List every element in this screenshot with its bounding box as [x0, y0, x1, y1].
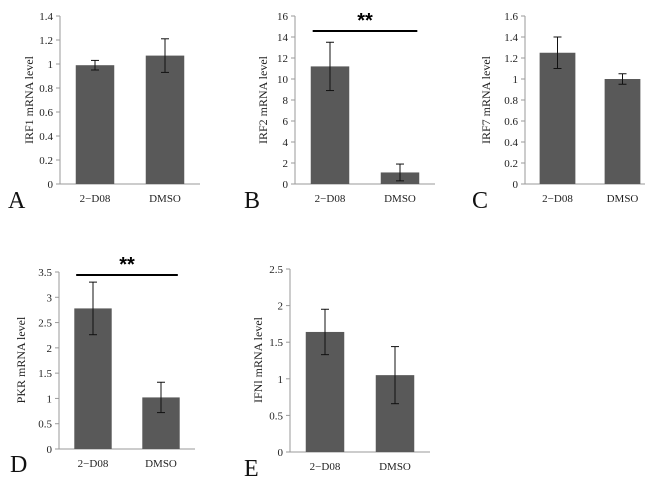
panel-e-ylabel: IFNl mRNA level: [251, 316, 265, 403]
panel-b-significance-marker: **: [357, 10, 373, 32]
panel-d-ytick-label: 1.5: [38, 368, 52, 380]
panel-b-ytick-label: 0: [283, 179, 289, 191]
panel-b-ytick-label: 6: [283, 116, 289, 128]
panel-d-ytick-label: 0: [47, 444, 53, 456]
panel-b-ytick-label: 14: [277, 32, 289, 44]
panel-c-ytick-label: 0: [513, 179, 519, 191]
panel-a-ytick-label: 0.6: [39, 107, 53, 119]
panel-e-ytick-label: 0.5: [269, 410, 283, 422]
panel-d-ytick-label: 3: [47, 292, 53, 304]
panel-c-ytick-label: 1.6: [504, 11, 518, 23]
panel-d-ytick-label: 1: [47, 393, 53, 405]
panel-b-ytick-label: 12: [277, 53, 288, 65]
panel-c-ytick-label: 1.4: [504, 32, 518, 44]
panel-a-ytick-label: 1.4: [39, 11, 53, 23]
panel-c-bar-1: [604, 79, 641, 184]
panel-a-ylabel: IRF1 mRNA level: [22, 55, 36, 144]
panel-a-letter: A: [8, 188, 26, 214]
panel-c-category-label-1: DMSO: [607, 193, 639, 205]
panel-c-ytick-label: 0.6: [504, 116, 518, 128]
panel-a-category-label-1: DMSO: [149, 193, 181, 205]
panel-d-ylabel: PKR mRNA level: [14, 316, 28, 403]
panel-b-ylabel: IRF2 mRNA level: [256, 55, 270, 144]
panel-a-ytick-label: 0.8: [39, 83, 53, 95]
panel-a-ytick-label: 0.4: [39, 131, 53, 143]
panel-d-significance-marker: **: [119, 254, 135, 276]
panel-c-category-label-0: 2−D08: [542, 193, 573, 205]
panel-c-bar-0: [539, 52, 576, 184]
panel-d-ytick-label: 3.5: [38, 267, 52, 279]
panel-a-ytick-label: 1: [48, 59, 54, 71]
panel-c-ytick-label: 0.8: [504, 95, 518, 107]
panel-e-category-label-0: 2−D08: [310, 461, 341, 473]
panel-b-ytick-label: 10: [277, 74, 289, 86]
panel-b-category-label-0: 2−D08: [315, 193, 346, 205]
panel-a-category-label-0: 2−D08: [80, 193, 111, 205]
panel-c-ytick-label: 0.2: [504, 158, 518, 170]
panel-b-category-label-1: DMSO: [384, 193, 416, 205]
panel-b-ytick-label: 2: [283, 158, 289, 170]
panel-e-letter: E: [244, 456, 259, 482]
panel-d-ytick-label: 2.5: [38, 318, 52, 330]
panel-e-ytick-label: 0: [278, 447, 284, 459]
panel-d-category-label-0: 2−D08: [78, 458, 109, 470]
panel-e-ytick-label: 1: [278, 374, 284, 386]
panel-d-ytick-label: 0.5: [38, 419, 52, 431]
panel-b-letter: B: [244, 188, 260, 214]
panel-c-ytick-label: 0.4: [504, 137, 518, 149]
panel-c-letter: C: [472, 188, 488, 214]
panel-c-ytick-label: 1.2: [504, 53, 518, 65]
panel-a-ytick-label: 0: [48, 179, 54, 191]
panel-c-ytick-label: 1: [513, 74, 519, 86]
panel-d-category-label-1: DMSO: [145, 458, 177, 470]
panel-a-bar-1: [145, 55, 185, 184]
panel-e-ytick-label: 1.5: [269, 337, 283, 349]
panel-d-letter: D: [10, 452, 27, 478]
panel-e-category-label-1: DMSO: [379, 461, 411, 473]
panel-e-ytick-label: 2: [278, 301, 284, 313]
panel-b-ytick-label: 16: [277, 11, 289, 23]
panel-a-ytick-label: 0.2: [39, 155, 53, 167]
panel-b-ytick-label: 4: [283, 137, 289, 149]
panel-a-bar-0: [75, 65, 115, 184]
panel-e-ytick-label: 2.5: [269, 264, 283, 276]
panel-c-ylabel: IRF7 mRNA level: [479, 55, 493, 144]
panel-a-ytick-label: 1.2: [39, 35, 53, 47]
panel-b-ytick-label: 8: [283, 95, 289, 107]
panel-d-ytick-label: 2: [47, 343, 53, 355]
